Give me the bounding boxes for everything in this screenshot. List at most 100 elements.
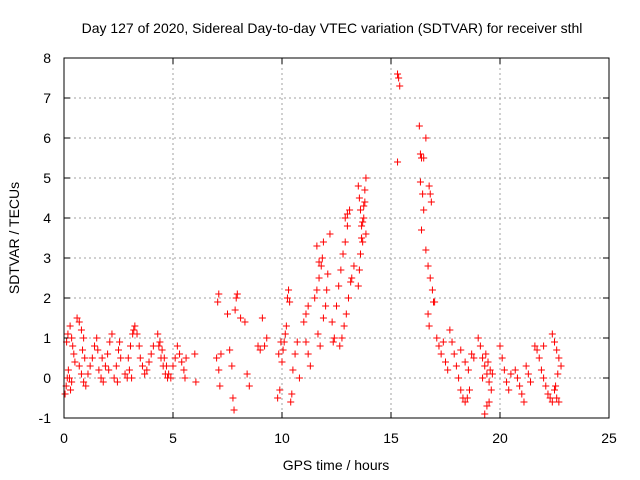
data-point	[182, 354, 190, 362]
x-tick-label: 20	[492, 430, 508, 446]
data-point	[527, 378, 535, 386]
data-point	[326, 230, 334, 238]
data-point	[457, 386, 465, 394]
data-point	[293, 338, 301, 346]
data-point	[287, 398, 295, 406]
data-point	[213, 354, 221, 362]
data-point	[481, 362, 489, 370]
data-point	[513, 374, 521, 382]
data-point	[481, 410, 489, 418]
data-point	[418, 226, 426, 234]
data-point	[557, 362, 565, 370]
data-point	[544, 390, 552, 398]
data-point	[356, 250, 364, 258]
data-point	[95, 366, 103, 374]
data-point	[340, 322, 348, 330]
data-point	[420, 206, 428, 214]
data-point	[484, 358, 492, 366]
data-point	[91, 342, 99, 350]
data-point	[229, 394, 237, 402]
data-point	[511, 366, 519, 374]
data-point	[231, 306, 239, 314]
data-point	[156, 338, 164, 346]
data-point	[191, 350, 199, 358]
data-point	[112, 362, 120, 370]
data-point	[104, 350, 112, 358]
data-point	[461, 398, 469, 406]
data-point	[147, 350, 155, 358]
y-tick-label: 5	[43, 170, 51, 186]
data-point	[68, 334, 76, 342]
data-point	[354, 182, 362, 190]
data-point	[355, 266, 363, 274]
data-point	[537, 366, 545, 374]
data-point	[442, 358, 449, 366]
data-point	[69, 342, 77, 350]
data-point	[419, 190, 427, 198]
data-point	[77, 370, 85, 378]
data-point	[396, 82, 404, 90]
data-point	[516, 382, 524, 390]
data-point	[88, 354, 96, 362]
data-point	[315, 258, 323, 266]
data-point	[464, 366, 472, 374]
data-point	[437, 350, 445, 358]
data-point	[394, 70, 402, 78]
data-point	[304, 302, 312, 310]
data-point	[361, 198, 369, 206]
data-point	[548, 330, 556, 338]
data-point	[420, 154, 428, 162]
data-point	[286, 298, 294, 306]
data-point	[171, 354, 179, 362]
data-point	[355, 194, 363, 202]
data-point	[461, 358, 469, 366]
data-point	[313, 286, 321, 294]
x-axis-label: GPS time / hours	[283, 457, 390, 473]
data-point	[329, 338, 337, 346]
data-point	[485, 378, 493, 386]
y-tick-label: 2	[43, 290, 51, 306]
data-point	[245, 382, 253, 390]
data-point	[344, 294, 352, 302]
data-point	[283, 294, 291, 302]
data-point	[548, 398, 556, 406]
data-point	[228, 362, 236, 370]
y-tick-label: 0	[43, 370, 51, 386]
data-point	[415, 122, 423, 130]
data-point	[136, 354, 144, 362]
data-point	[422, 246, 430, 254]
data-point	[276, 386, 284, 394]
data-point	[448, 338, 456, 346]
data-point	[79, 346, 87, 354]
data-point	[446, 326, 454, 334]
data-point	[61, 390, 69, 398]
data-point	[281, 330, 289, 338]
data-point	[426, 190, 434, 198]
data-point	[155, 342, 163, 350]
data-point	[323, 286, 331, 294]
data-point	[424, 262, 432, 270]
data-point	[275, 350, 283, 358]
data-point	[161, 370, 169, 378]
axis-ticks: -1 0 1 2 3 4 5 6 7 8 0 5 10 15 20 25	[39, 50, 617, 446]
data-point	[482, 350, 490, 358]
data-point	[416, 150, 424, 158]
data-point	[130, 326, 138, 334]
data-point	[476, 342, 484, 350]
data-point	[314, 330, 322, 338]
data-point	[350, 262, 358, 270]
data-point	[433, 334, 441, 342]
data-point	[110, 374, 118, 382]
data-point	[82, 382, 90, 390]
data-point	[470, 354, 478, 362]
data-point	[173, 342, 181, 350]
data-point	[394, 158, 402, 166]
x-tick-label: 5	[169, 430, 177, 446]
data-point	[485, 398, 493, 406]
data-point	[338, 334, 346, 342]
data-point	[424, 310, 432, 318]
data-point	[84, 370, 92, 378]
data-point	[474, 334, 482, 342]
y-tick-label: 3	[43, 250, 51, 266]
